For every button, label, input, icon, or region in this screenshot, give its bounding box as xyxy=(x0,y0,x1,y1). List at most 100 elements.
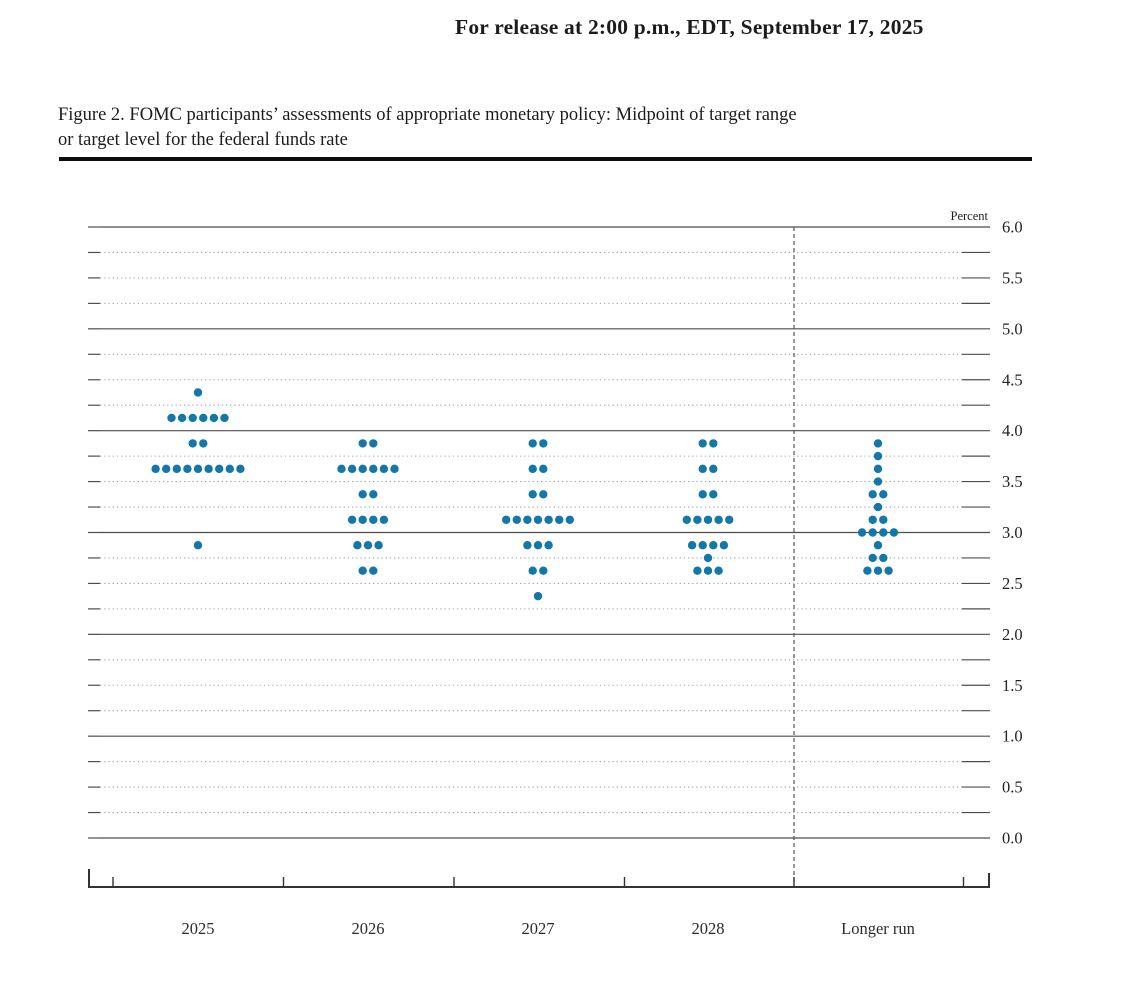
projection-dot xyxy=(709,464,718,474)
projection-dot xyxy=(193,388,203,397)
projection-dot xyxy=(879,490,888,499)
projection-dot xyxy=(528,439,537,448)
projection-dot xyxy=(167,413,176,423)
projection-dot xyxy=(209,413,219,423)
projection-dot xyxy=(719,541,729,550)
y-axis-tick-label: 2.0 xyxy=(1002,625,1023,644)
projection-dot xyxy=(709,439,718,448)
projection-dot xyxy=(873,477,883,486)
projection-dot xyxy=(693,566,702,575)
projection-dot xyxy=(358,439,367,448)
y-axis-tick-label: 2.5 xyxy=(1002,574,1023,593)
y-axis-tick-label: 1.5 xyxy=(1002,676,1023,695)
projection-dot xyxy=(528,566,537,575)
projection-dot xyxy=(693,515,702,524)
projection-dot xyxy=(687,541,697,550)
projection-dot xyxy=(539,490,548,499)
projection-dot xyxy=(162,464,171,474)
projection-dot xyxy=(873,502,883,512)
y-axis-tick-label: 1.0 xyxy=(1002,727,1023,746)
y-axis-tick-label: 3.5 xyxy=(1002,472,1023,491)
projection-dot xyxy=(698,439,707,448)
projection-dot xyxy=(358,566,367,575)
projection-dot xyxy=(709,541,718,550)
projection-dot xyxy=(151,464,160,474)
projection-dot xyxy=(369,515,378,524)
projection-dot xyxy=(873,439,883,448)
y-axis-tick-label: 5.0 xyxy=(1002,319,1023,338)
projection-dot xyxy=(703,515,713,524)
projection-dot xyxy=(374,541,383,550)
projection-dot xyxy=(873,566,883,575)
projection-dot xyxy=(199,439,208,448)
projection-dot xyxy=(199,413,208,423)
projection-dot xyxy=(363,541,373,550)
projection-dot xyxy=(868,528,877,537)
projection-dot xyxy=(502,515,511,524)
projection-dot xyxy=(204,464,213,474)
projection-dot xyxy=(193,464,203,474)
x-axis-label: Longer run xyxy=(841,919,915,938)
projection-dot xyxy=(215,464,224,474)
projection-dot xyxy=(369,566,378,575)
projection-dot xyxy=(220,413,229,423)
projection-dot xyxy=(879,515,888,524)
projection-dot xyxy=(873,541,883,550)
projection-dot xyxy=(533,591,543,601)
projection-dot xyxy=(337,464,346,474)
projection-dot xyxy=(358,464,367,474)
projection-dot xyxy=(236,464,245,474)
x-axis-label: 2025 xyxy=(182,919,215,938)
y-axis-tick-label: 3.0 xyxy=(1002,523,1023,542)
y-axis-tick-label: 5.5 xyxy=(1002,268,1023,287)
projection-dot xyxy=(873,464,883,474)
projection-dot xyxy=(544,515,553,524)
projection-dot xyxy=(523,541,532,550)
projection-dot xyxy=(539,566,548,575)
projection-dot xyxy=(225,464,234,474)
y-axis-tick-label: 4.5 xyxy=(1002,370,1023,389)
release-line: For release at 2:00 p.m., EDT, September… xyxy=(455,15,924,39)
projection-dot xyxy=(703,553,713,563)
projection-dot xyxy=(709,490,718,499)
projection-dot xyxy=(353,541,362,550)
projection-dot xyxy=(358,490,367,499)
y-axis-tick-label: 0.0 xyxy=(1002,829,1023,848)
projection-dot xyxy=(703,566,713,575)
projection-dot xyxy=(369,464,378,474)
y-axis-tick-label: 6.0 xyxy=(1002,218,1023,237)
projection-dot xyxy=(725,515,734,524)
projection-dot xyxy=(539,464,548,474)
projection-dot xyxy=(177,413,187,423)
projection-dot xyxy=(879,553,888,563)
projection-dot xyxy=(698,464,707,474)
projection-dot xyxy=(369,490,378,499)
projection-dot xyxy=(523,515,532,524)
projection-dot xyxy=(868,490,877,499)
projection-dot xyxy=(528,490,537,499)
projection-dot xyxy=(358,515,367,524)
projection-dot xyxy=(879,528,888,537)
projection-dot xyxy=(889,528,899,537)
projection-dot xyxy=(390,464,399,474)
projection-dot xyxy=(868,553,877,563)
projection-dot xyxy=(528,464,537,474)
x-axis-label: 2028 xyxy=(692,919,725,938)
projection-dot xyxy=(857,528,867,537)
projection-dot xyxy=(714,515,723,524)
x-axis-label: 2026 xyxy=(352,919,385,938)
projection-dot xyxy=(347,464,357,474)
projection-dot xyxy=(183,464,192,474)
figure-title: Figure 2. FOMC participants’ assessments… xyxy=(58,103,1038,153)
projection-dot xyxy=(533,541,543,550)
projection-dot xyxy=(884,566,893,575)
projection-dot xyxy=(369,439,378,448)
projection-dot xyxy=(512,515,521,524)
projection-dot xyxy=(188,413,197,423)
projection-dot xyxy=(873,451,883,461)
figure-title-line2: or target level for the federal funds ra… xyxy=(58,130,348,150)
projection-dot xyxy=(172,464,181,474)
projection-dot xyxy=(193,541,203,550)
